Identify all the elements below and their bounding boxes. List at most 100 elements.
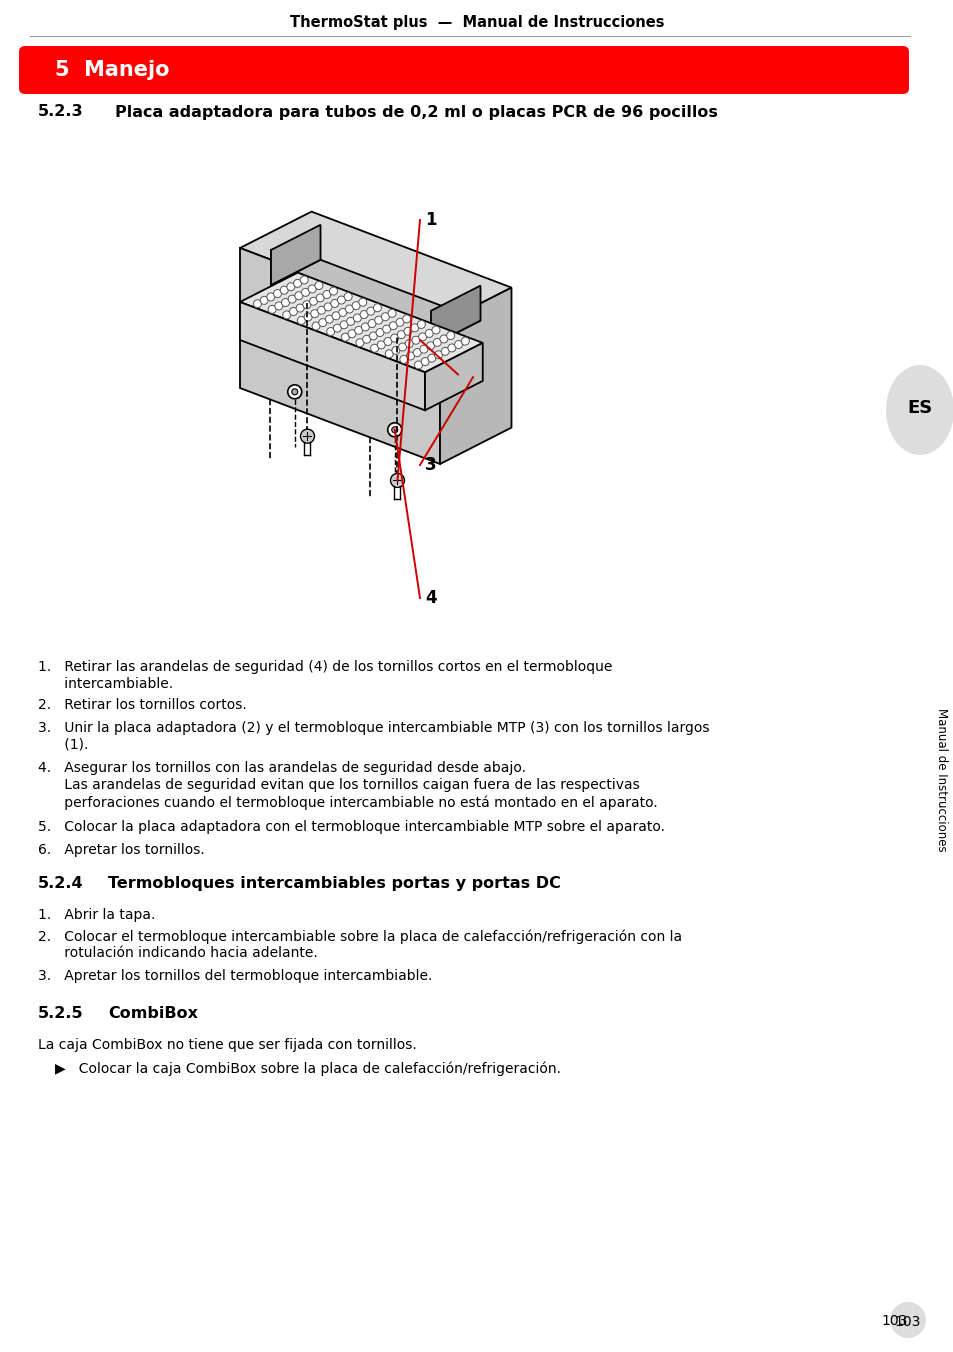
Circle shape [402, 315, 411, 323]
Circle shape [348, 330, 355, 338]
Circle shape [282, 311, 291, 319]
Circle shape [352, 301, 359, 310]
Circle shape [369, 331, 377, 339]
Circle shape [302, 300, 311, 308]
Circle shape [405, 339, 413, 347]
Circle shape [274, 301, 282, 310]
Circle shape [268, 306, 275, 314]
Circle shape [314, 281, 322, 289]
Text: 5.2.3: 5.2.3 [38, 104, 84, 119]
Circle shape [337, 296, 345, 304]
Text: Las arandelas de seguridad evitan que los tornillos caigan fuera de las respecti: Las arandelas de seguridad evitan que lo… [38, 777, 639, 792]
Circle shape [446, 331, 455, 339]
Circle shape [344, 292, 352, 300]
Text: 3.   Apretar los tornillos del termobloque intercambiable.: 3. Apretar los tornillos del termobloque… [38, 969, 432, 983]
Text: perforaciones cuando el termobloque intercambiable no está montado en el aparato: perforaciones cuando el termobloque inte… [38, 795, 657, 810]
Circle shape [460, 337, 469, 345]
Circle shape [447, 343, 456, 352]
Text: ThermoStat plus  —  Manual de Instrucciones: ThermoStat plus — Manual de Instruccione… [290, 15, 663, 30]
Text: intercambiable.: intercambiable. [38, 677, 172, 691]
Circle shape [420, 357, 429, 365]
Circle shape [353, 314, 361, 322]
Circle shape [260, 296, 268, 304]
Text: 2.   Retirar los tornillos cortos.: 2. Retirar los tornillos cortos. [38, 698, 247, 713]
Circle shape [440, 347, 449, 356]
Text: Manual de Instrucciones: Manual de Instrucciones [935, 708, 947, 852]
Text: 103: 103 [881, 1314, 907, 1328]
Circle shape [311, 310, 318, 318]
Text: La caja CombiBox no tiene que ser fijada con tornillos.: La caja CombiBox no tiene que ser fijada… [38, 1038, 416, 1052]
Circle shape [413, 349, 421, 357]
Circle shape [361, 323, 369, 331]
Circle shape [294, 280, 301, 288]
Circle shape [329, 287, 337, 295]
Circle shape [280, 287, 288, 295]
Circle shape [325, 315, 333, 323]
Polygon shape [424, 343, 482, 410]
Circle shape [359, 311, 368, 319]
Text: 5.2.5: 5.2.5 [38, 1006, 84, 1021]
Text: 2: 2 [424, 331, 436, 349]
Text: 2.   Colocar el termobloque intercambiable sobre la placa de calefacción/refrige: 2. Colocar el termobloque intercambiable… [38, 929, 681, 944]
Circle shape [399, 356, 408, 364]
Circle shape [358, 299, 366, 306]
Circle shape [295, 304, 304, 312]
Polygon shape [240, 212, 511, 324]
Polygon shape [439, 288, 511, 464]
Text: Placa adaptadora para tubos de 0,2 ml o placas PCR de 96 pocillos: Placa adaptadora para tubos de 0,2 ml o … [115, 104, 717, 119]
Circle shape [432, 326, 439, 334]
Circle shape [292, 389, 297, 395]
Text: 1.   Retirar las arandelas de seguridad (4) de los tornillos cortos en el termob: 1. Retirar las arandelas de seguridad (4… [38, 660, 612, 675]
Circle shape [381, 312, 389, 320]
Ellipse shape [885, 365, 953, 456]
Text: CombiBox: CombiBox [108, 1006, 198, 1021]
Text: 1: 1 [424, 211, 436, 228]
Circle shape [383, 338, 392, 346]
Text: ES: ES [906, 399, 932, 416]
Circle shape [390, 473, 404, 488]
Circle shape [433, 338, 441, 346]
Circle shape [403, 327, 412, 335]
Circle shape [281, 299, 289, 307]
Text: rotulación indicando hacia adelante.: rotulación indicando hacia adelante. [38, 946, 317, 960]
Circle shape [318, 319, 326, 327]
Circle shape [300, 429, 314, 443]
Circle shape [297, 316, 305, 324]
Circle shape [333, 324, 341, 333]
Circle shape [300, 276, 308, 284]
Circle shape [398, 343, 406, 352]
Circle shape [304, 314, 312, 320]
Circle shape [338, 308, 346, 316]
Circle shape [326, 327, 335, 335]
Circle shape [301, 288, 309, 296]
Circle shape [382, 324, 391, 333]
Polygon shape [240, 247, 439, 464]
Circle shape [362, 335, 371, 343]
Circle shape [439, 335, 448, 343]
Circle shape [346, 318, 355, 326]
Circle shape [387, 423, 401, 437]
Circle shape [274, 289, 281, 297]
Polygon shape [240, 301, 424, 410]
Circle shape [406, 352, 415, 360]
Text: 103: 103 [894, 1315, 921, 1329]
Circle shape [368, 319, 375, 327]
Circle shape [410, 324, 418, 331]
Circle shape [426, 342, 435, 350]
Circle shape [355, 326, 362, 334]
Circle shape [355, 339, 364, 346]
Text: 1.   Abrir la tapa.: 1. Abrir la tapa. [38, 909, 155, 922]
Circle shape [392, 346, 399, 354]
Text: 4: 4 [424, 589, 436, 607]
Text: 5.2.4: 5.2.4 [38, 876, 84, 891]
Circle shape [267, 293, 274, 301]
Circle shape [388, 310, 395, 318]
Circle shape [375, 316, 382, 324]
Polygon shape [431, 285, 480, 346]
Circle shape [375, 329, 384, 337]
Circle shape [889, 1302, 925, 1338]
FancyBboxPatch shape [19, 46, 908, 95]
Circle shape [345, 306, 353, 314]
Text: 5  Manejo: 5 Manejo [55, 59, 170, 80]
Text: 4.   Asegurar los tornillos con las arandelas de seguridad desde abajo.: 4. Asegurar los tornillos con las arande… [38, 761, 525, 775]
